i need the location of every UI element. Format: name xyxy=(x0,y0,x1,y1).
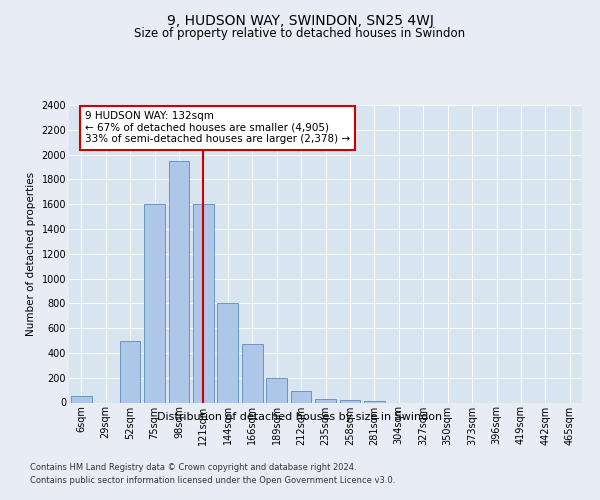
Bar xyxy=(242,344,263,403)
Bar xyxy=(193,204,214,402)
Bar xyxy=(144,204,165,402)
Bar xyxy=(315,399,336,402)
Bar xyxy=(119,340,140,402)
Text: Contains HM Land Registry data © Crown copyright and database right 2024.: Contains HM Land Registry data © Crown c… xyxy=(30,462,356,471)
Text: Size of property relative to detached houses in Swindon: Size of property relative to detached ho… xyxy=(134,28,466,40)
Text: Contains public sector information licensed under the Open Government Licence v3: Contains public sector information licen… xyxy=(30,476,395,485)
Bar xyxy=(340,400,361,402)
Bar xyxy=(217,304,238,402)
Text: Distribution of detached houses by size in Swindon: Distribution of detached houses by size … xyxy=(157,412,443,422)
Bar xyxy=(266,378,287,402)
Bar xyxy=(71,396,92,402)
Text: 9, HUDSON WAY, SWINDON, SN25 4WJ: 9, HUDSON WAY, SWINDON, SN25 4WJ xyxy=(167,14,433,28)
Bar xyxy=(290,392,311,402)
Text: 9 HUDSON WAY: 132sqm
← 67% of detached houses are smaller (4,905)
33% of semi-de: 9 HUDSON WAY: 132sqm ← 67% of detached h… xyxy=(85,111,350,144)
Y-axis label: Number of detached properties: Number of detached properties xyxy=(26,172,36,336)
Bar xyxy=(169,161,190,402)
